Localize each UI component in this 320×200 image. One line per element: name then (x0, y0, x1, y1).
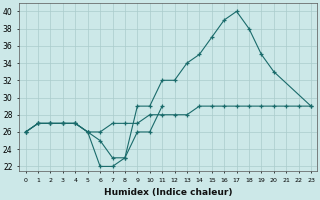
X-axis label: Humidex (Indice chaleur): Humidex (Indice chaleur) (104, 188, 233, 197)
